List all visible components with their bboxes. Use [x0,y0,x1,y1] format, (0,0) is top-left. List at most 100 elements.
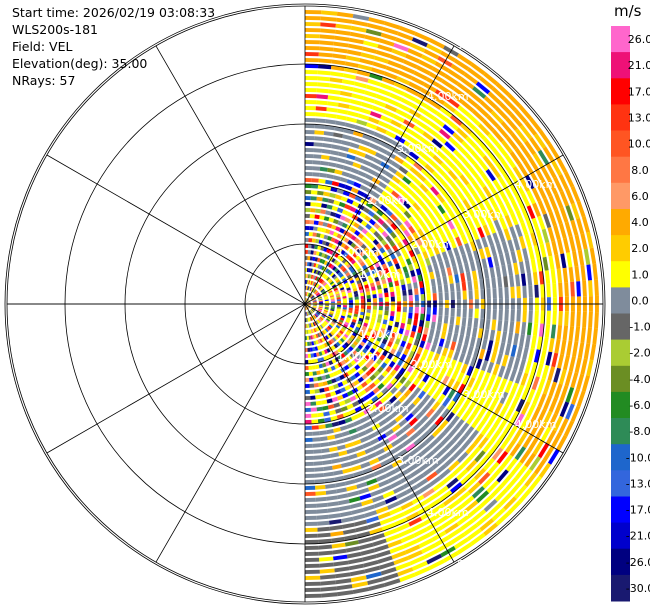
range-gate [323,295,328,298]
range-gate [494,488,509,502]
range-gate [422,204,431,214]
range-gate [401,438,412,447]
range-gate [308,280,311,285]
range-gate [341,209,349,216]
range-gate [350,374,357,381]
range-gate [353,290,358,295]
range-gate [497,176,508,189]
range-gate [558,418,569,434]
range-gate [432,307,437,315]
range-gate [430,321,436,330]
range-gate [568,326,575,342]
range-gate [380,567,397,576]
range-gate [331,396,339,403]
range-gate [305,557,320,562]
range-gate [402,539,418,549]
range-gate [386,226,393,234]
range-gate [339,337,345,343]
range-gate [457,144,469,157]
range-gate [334,169,343,175]
range-gate [352,439,362,446]
range-gate [334,433,343,439]
range-gate [366,351,373,358]
range-gate [406,135,418,145]
range-gate [307,274,310,279]
range-gate [536,230,544,245]
range-gate [462,308,467,318]
range-gate [452,265,459,275]
range-gate [342,528,357,535]
range-gate [391,550,407,560]
range-gate [366,516,379,524]
range-gate [320,246,325,251]
range-gate [335,279,341,284]
range-gate [538,462,552,479]
range-gate [475,513,491,527]
range-gate [467,377,476,388]
range-gate [471,229,480,241]
range-gate [441,517,456,529]
range-gate [505,394,514,407]
range-gate [328,440,337,446]
range-gate [339,387,346,393]
range-gate [326,286,331,290]
range-gate [461,140,473,153]
range-gate [538,129,552,146]
range-gate [305,581,321,586]
range-gate [306,304,311,307]
range-gate [422,374,430,383]
range-gate [393,517,408,527]
range-gate [312,299,317,302]
range-gate [342,73,357,80]
range-gate [402,295,407,302]
range-gate [306,280,308,284]
range-gate [317,82,330,88]
range-gate [537,378,546,393]
range-gate [467,220,476,231]
range-gate [385,469,397,478]
range-gate [352,470,364,478]
range-gate [444,74,459,86]
range-gate [365,271,371,277]
range-gate [305,485,316,490]
range-gate [419,259,426,268]
range-gate [477,370,485,382]
range-gate [320,580,336,586]
range-gate [319,166,328,172]
range-gate [321,273,326,278]
range-gate [340,289,346,293]
range-gate [373,378,381,386]
range-gate [360,305,365,309]
range-gate [412,177,423,187]
range-gate [330,211,337,217]
range-gate [313,282,317,287]
range-gate [324,308,329,312]
range-gate [547,366,556,381]
range-gate [453,87,468,99]
range-gate [432,116,445,128]
range-gate [383,334,390,341]
azimuth-spoke [46,154,306,305]
range-gate [323,368,329,374]
range-gate [323,282,328,287]
range-gate [507,356,515,369]
range-gate [322,281,326,286]
range-gate [368,324,374,330]
range-gate [356,354,363,360]
range-gate [344,203,352,210]
range-gate [313,304,317,305]
range-gate [373,500,387,509]
range-gate [456,542,473,555]
range-gate [516,345,523,359]
range-gate [330,237,336,243]
colorbar-tick-label: 13.0 [628,112,650,125]
range-gate [461,253,468,264]
range-gate [319,172,327,178]
range-gate [383,199,392,208]
range-gate [341,335,347,341]
range-gate [342,134,353,141]
range-gate [400,65,416,75]
range-gate [352,252,358,258]
range-gate [307,280,309,285]
range-gate [526,219,535,234]
